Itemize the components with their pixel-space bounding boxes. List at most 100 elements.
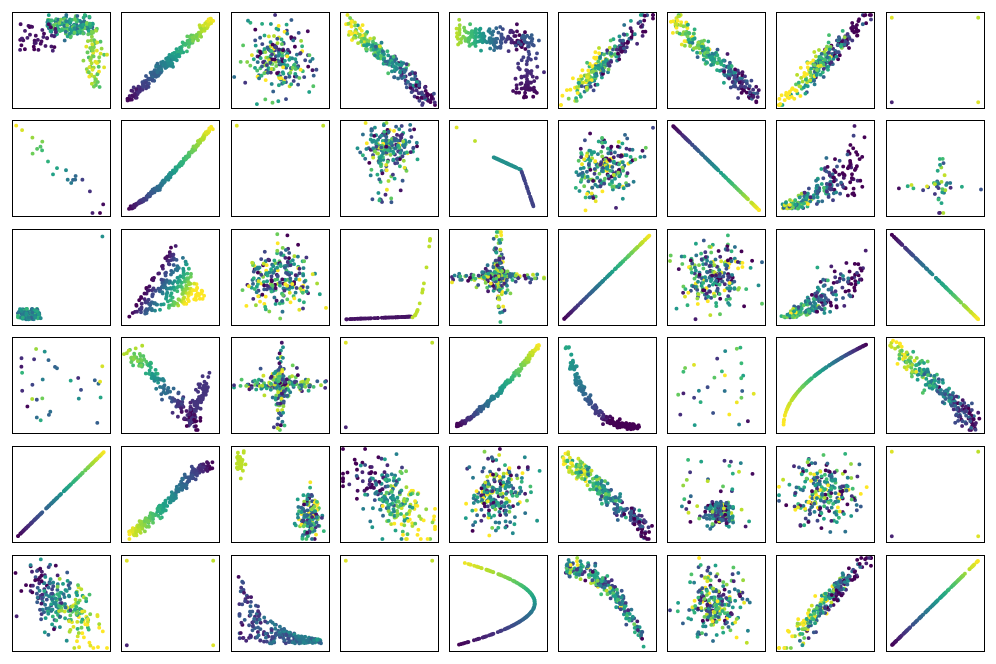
scatter-point bbox=[392, 137, 397, 141]
scatter-point bbox=[265, 63, 269, 67]
scatter-point bbox=[852, 288, 857, 293]
scatter-point bbox=[850, 276, 854, 281]
scatter-point bbox=[939, 180, 944, 184]
scatter-point bbox=[71, 178, 75, 182]
scatter-point bbox=[623, 257, 628, 261]
scatter-point bbox=[184, 156, 189, 161]
scatter-point bbox=[351, 36, 356, 40]
scatter-point bbox=[321, 123, 326, 128]
scatter-point bbox=[719, 259, 724, 264]
scatter-point bbox=[513, 273, 518, 278]
scatter-point bbox=[621, 38, 625, 43]
scatter-point bbox=[681, 24, 686, 29]
scatter-point bbox=[521, 33, 526, 38]
scatter-point bbox=[827, 173, 832, 178]
scatter-point bbox=[89, 72, 94, 77]
scatter-point bbox=[699, 151, 703, 156]
scatter-point bbox=[19, 356, 24, 361]
scatter-point bbox=[719, 170, 723, 175]
scatter-point bbox=[642, 13, 647, 18]
scatter-point bbox=[506, 161, 510, 166]
scatter-point bbox=[709, 63, 713, 67]
scatter-point bbox=[681, 134, 686, 138]
scatter-point bbox=[898, 241, 903, 246]
scatter-point bbox=[20, 370, 24, 375]
scatter-point bbox=[160, 179, 165, 184]
scatter-point bbox=[145, 299, 150, 304]
scatter-point bbox=[833, 157, 837, 162]
scatter-point bbox=[90, 67, 95, 72]
scatter-point bbox=[748, 90, 752, 95]
scatter-point bbox=[580, 68, 585, 73]
scatter-point bbox=[75, 14, 80, 18]
scatter-point bbox=[373, 42, 378, 46]
scatter-point bbox=[701, 238, 706, 243]
scatter-point bbox=[384, 144, 389, 149]
scatter-point bbox=[80, 177, 85, 182]
scatter-point bbox=[690, 142, 694, 147]
scatter-point bbox=[525, 33, 529, 38]
scatter-point bbox=[792, 309, 796, 314]
scatter-point bbox=[258, 49, 262, 54]
scatter-point bbox=[296, 254, 300, 259]
scatter-point bbox=[260, 42, 265, 46]
scatter-point bbox=[254, 303, 258, 308]
scatter-point bbox=[733, 67, 737, 72]
scatter-point bbox=[150, 78, 155, 83]
scatter-point bbox=[81, 15, 86, 20]
scatter-point bbox=[281, 65, 285, 70]
scatter-point bbox=[259, 257, 264, 261]
scatter-point bbox=[751, 95, 756, 99]
scatter-point bbox=[694, 268, 698, 273]
scatter-point bbox=[373, 44, 378, 49]
scatter-point bbox=[651, 125, 655, 130]
scatter-point bbox=[825, 55, 830, 60]
scatter-point bbox=[169, 54, 174, 59]
scatter-point bbox=[76, 396, 81, 401]
scatter-point bbox=[192, 281, 197, 286]
scatter-point bbox=[683, 294, 687, 299]
scatter-point bbox=[166, 259, 171, 263]
scatter-point bbox=[89, 38, 93, 43]
scatter-point bbox=[625, 136, 630, 141]
scatter-point bbox=[829, 60, 834, 65]
scatter-point bbox=[797, 195, 802, 200]
scatter-point bbox=[295, 52, 299, 57]
scatter-point bbox=[687, 31, 692, 36]
scatter-point bbox=[55, 366, 59, 371]
scatter-point bbox=[395, 161, 400, 165]
scatter-point bbox=[613, 267, 617, 272]
scatter-point bbox=[344, 317, 349, 322]
scatter-point bbox=[90, 29, 94, 34]
scatter-point bbox=[701, 288, 705, 293]
scatter-point bbox=[267, 34, 271, 39]
scatter-point bbox=[610, 179, 614, 184]
scatter-point bbox=[578, 166, 583, 171]
scatter-point bbox=[828, 300, 833, 305]
scatter-point bbox=[285, 63, 290, 68]
scatter-point bbox=[671, 31, 675, 35]
scatter-point bbox=[509, 163, 514, 168]
scatter-point bbox=[806, 202, 810, 206]
scatter-point bbox=[827, 47, 832, 52]
scatter-point bbox=[45, 36, 49, 40]
scatter-point bbox=[491, 265, 496, 270]
scatter-point bbox=[283, 59, 287, 63]
scatter-point bbox=[749, 200, 754, 205]
scatter-point bbox=[864, 21, 868, 26]
scatter-point bbox=[394, 124, 398, 129]
scatter-point bbox=[979, 187, 983, 192]
scatter-point bbox=[529, 71, 533, 76]
scatter-point bbox=[740, 265, 745, 269]
scatter-point bbox=[68, 27, 72, 31]
scatter-point bbox=[196, 38, 200, 43]
scatter-point bbox=[53, 30, 58, 35]
scatter-point bbox=[524, 184, 529, 189]
scatter-point bbox=[519, 42, 523, 47]
scatter-point bbox=[64, 168, 68, 173]
scatter-point bbox=[396, 143, 400, 148]
scatter-point bbox=[84, 44, 89, 49]
scatter-point bbox=[416, 91, 421, 96]
scatter-point bbox=[862, 135, 867, 140]
scatter-point bbox=[473, 44, 478, 48]
